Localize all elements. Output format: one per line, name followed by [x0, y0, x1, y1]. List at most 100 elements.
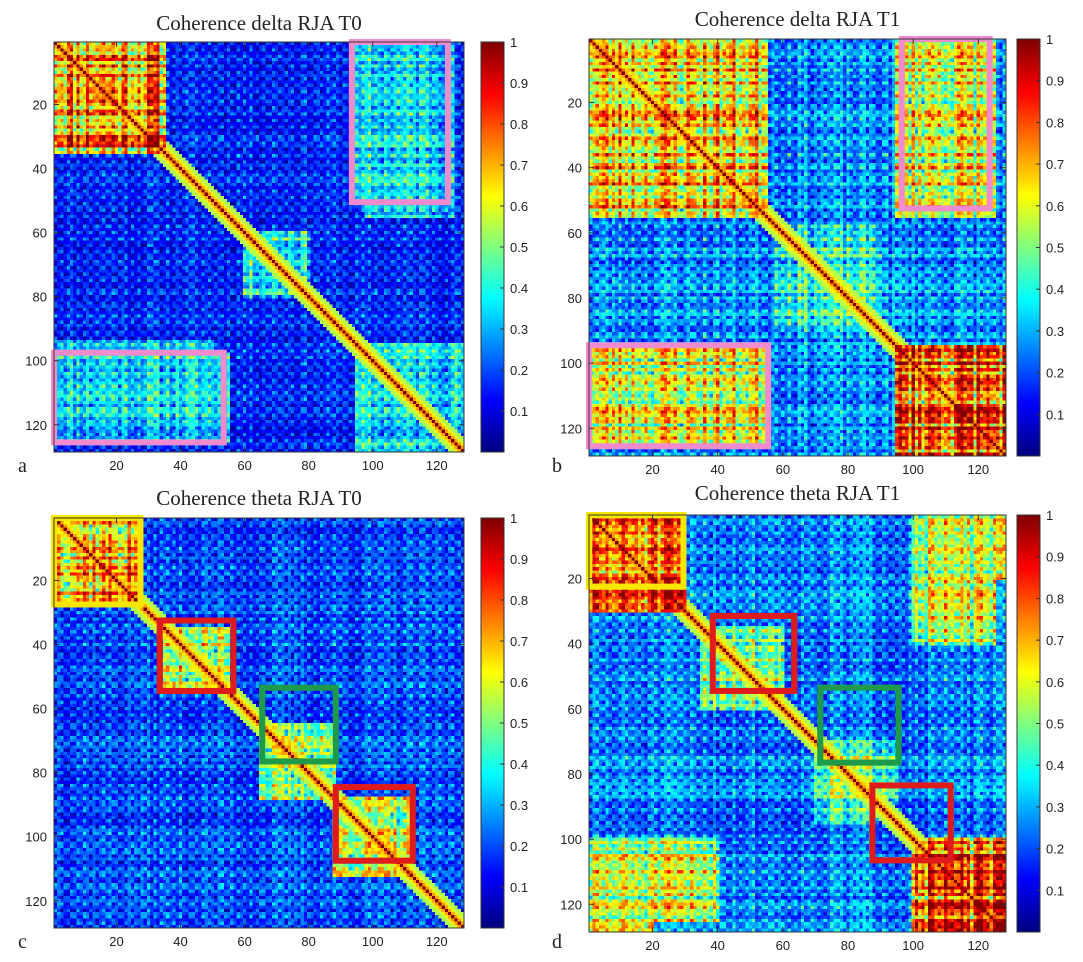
axes-frame	[53, 517, 465, 929]
colorbar-tick-label: 0.3	[1046, 324, 1064, 339]
y-tick-label: 100	[25, 830, 47, 845]
x-tick-label: 40	[173, 934, 187, 949]
x-tick-label: 100	[362, 458, 384, 473]
colorbar-tick-label: 0.1	[1046, 407, 1064, 422]
y-tick-label: 80	[568, 767, 582, 782]
y-tick-label: 100	[25, 354, 47, 369]
colorbar-tick-label: 0.6	[1046, 675, 1064, 690]
y-tick-label: 40	[33, 162, 47, 177]
x-tick-label: 60	[776, 938, 790, 953]
x-tick-label: 20	[109, 458, 123, 473]
colorbar-tick-label: 0.8	[510, 117, 528, 132]
y-tick-label: 80	[33, 290, 47, 305]
colorbar-tick-label: 0.1	[1046, 883, 1064, 898]
panel-title: Coherence delta RJA T1	[695, 7, 900, 31]
colorbar-tick-label: 0.9	[1046, 74, 1064, 89]
heatmap-cells	[589, 515, 1006, 932]
panel-title: Coherence delta RJA T0	[156, 11, 361, 35]
x-tick-label: 20	[109, 934, 123, 949]
panel-d: Coherence theta RJA T1 20 40 60 80 100 120 20 40…	[552, 481, 1064, 953]
colorbar-tick-label: 0.8	[510, 593, 528, 608]
x-tick-label: 40	[710, 938, 724, 953]
colorbar-tick-label: 0.3	[1046, 800, 1064, 815]
colorbar-tick-label: 0.9	[510, 552, 528, 567]
colorbar-tick-label: 0.9	[510, 76, 528, 91]
y-tick-label: 40	[33, 638, 47, 653]
y-tick-label: 80	[568, 291, 582, 306]
colorbar-tick-label: 0.3	[510, 322, 528, 337]
y-tick-label: 20	[33, 573, 47, 588]
colorbar-tick-label: 0.6	[510, 199, 528, 214]
heatmap-cells	[54, 42, 464, 452]
y-tick-label: 100	[560, 356, 582, 371]
axes-frame	[588, 38, 1007, 457]
x-tick-label: 100	[362, 934, 384, 949]
panel-title: Coherence theta RJA T0	[156, 486, 361, 510]
y-tick-label: 120	[25, 894, 47, 909]
highlight-box-4	[332, 784, 416, 864]
panel-letter: b	[552, 455, 562, 477]
panel-letter: d	[552, 931, 562, 953]
y-tick-label: 120	[560, 421, 582, 436]
axes-frame	[588, 514, 1007, 933]
colorbar-tick-label: 0.4	[1046, 282, 1064, 297]
colorbar-tick-label: 0.7	[1046, 633, 1064, 648]
colorbar	[1017, 515, 1040, 932]
colorbar-tick-label: 0.2	[510, 363, 528, 378]
colorbar-tick-label: 0.4	[1046, 758, 1064, 773]
colorbar-tick-label: 0.4	[510, 281, 528, 296]
axes-frame	[53, 41, 465, 453]
y-tick-label: 20	[568, 96, 582, 111]
colorbar-tick-label: 0.2	[510, 839, 528, 854]
colorbar-tick-label: 1	[1046, 32, 1053, 47]
highlight-box-2	[156, 617, 237, 694]
x-tick-label: 60	[237, 934, 251, 949]
colorbar-tick-label: 0.2	[1046, 366, 1064, 381]
colorbar-tick-label: 0.7	[510, 634, 528, 649]
colorbar-tick-label: 1	[510, 511, 517, 526]
x-tick-label: 100	[902, 938, 924, 953]
x-tick-label: 100	[902, 462, 924, 477]
highlight-box-3	[259, 684, 339, 765]
panel-letter: c	[18, 931, 27, 953]
x-tick-label: 80	[841, 938, 855, 953]
colorbar-tick-label: 0.5	[1046, 241, 1064, 256]
colorbar-tick-label: 0.4	[510, 757, 528, 772]
x-tick-label: 120	[967, 938, 989, 953]
heatmap-cells	[54, 518, 464, 928]
colorbar-tick-label: 0.6	[510, 675, 528, 690]
x-tick-label: 80	[301, 934, 315, 949]
x-tick-label: 120	[426, 458, 448, 473]
colorbar	[481, 42, 504, 452]
y-tick-label: 40	[568, 161, 582, 176]
x-tick-label: 120	[426, 934, 448, 949]
colorbar-tick-label: 0.6	[1046, 199, 1064, 214]
colorbar-tick-label: 0.8	[1046, 115, 1064, 130]
x-tick-label: 60	[237, 458, 251, 473]
y-tick-label: 40	[568, 637, 582, 652]
y-tick-label: 20	[33, 97, 47, 112]
y-tick-label: 60	[33, 226, 47, 241]
y-tick-label: 60	[33, 702, 47, 717]
panel-a: Coherence delta RJA T0 20 40 60 80 100 120 20 40…	[18, 11, 528, 477]
y-tick-label: 80	[33, 766, 47, 781]
x-tick-label: 80	[841, 462, 855, 477]
heatmap-cells	[589, 39, 1006, 456]
y-tick-label: 20	[568, 572, 582, 587]
colorbar-tick-label: 0.7	[510, 158, 528, 173]
x-tick-label: 20	[645, 462, 659, 477]
colorbar-tick-label: 1	[510, 35, 517, 50]
x-tick-label: 120	[967, 462, 989, 477]
colorbar-tick-label: 0.7	[1046, 157, 1064, 172]
colorbar-tick-label: 0.5	[510, 716, 528, 731]
colorbar-tick-label: 0.8	[1046, 591, 1064, 606]
colorbar-tick-label: 0.3	[510, 798, 528, 813]
y-tick-label: 60	[568, 702, 582, 717]
colorbar-tick-label: 0.2	[1046, 842, 1064, 857]
y-tick-label: 120	[25, 418, 47, 433]
x-tick-label: 20	[645, 938, 659, 953]
colorbar-tick-label: 0.9	[1046, 550, 1064, 565]
highlight-box-2	[709, 612, 798, 694]
colorbar-tick-label: 0.5	[510, 240, 528, 255]
